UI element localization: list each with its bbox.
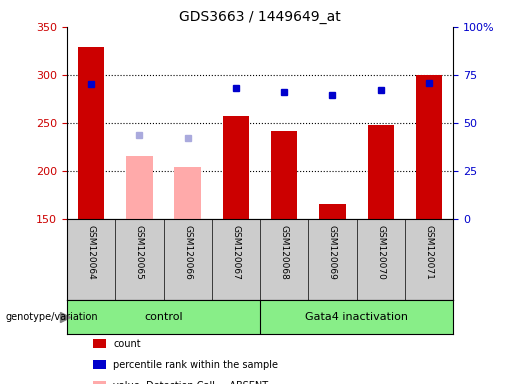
Title: GDS3663 / 1449649_at: GDS3663 / 1449649_at <box>179 10 341 25</box>
Text: Gata4 inactivation: Gata4 inactivation <box>305 312 408 322</box>
Bar <box>222 116 249 219</box>
Text: percentile rank within the sample: percentile rank within the sample <box>113 360 278 370</box>
Bar <box>368 125 394 219</box>
Text: GSM120071: GSM120071 <box>424 225 434 280</box>
Bar <box>175 167 201 219</box>
Text: genotype/variation: genotype/variation <box>5 312 98 322</box>
Text: count: count <box>113 339 141 349</box>
Text: GSM120065: GSM120065 <box>135 225 144 280</box>
Text: GSM120067: GSM120067 <box>231 225 241 280</box>
Text: GSM120064: GSM120064 <box>87 225 96 280</box>
Text: value, Detection Call = ABSENT: value, Detection Call = ABSENT <box>113 381 268 384</box>
Text: control: control <box>144 312 183 322</box>
Text: GSM120069: GSM120069 <box>328 225 337 280</box>
Bar <box>416 75 442 219</box>
Bar <box>271 131 298 219</box>
Bar <box>126 157 152 219</box>
Text: GSM120066: GSM120066 <box>183 225 192 280</box>
Bar <box>319 204 346 219</box>
Text: GSM120070: GSM120070 <box>376 225 385 280</box>
Bar <box>78 47 105 219</box>
Text: GSM120068: GSM120068 <box>280 225 289 280</box>
